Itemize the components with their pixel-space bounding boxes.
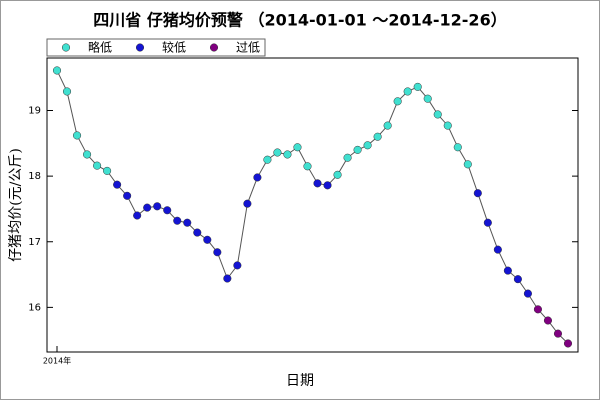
point bbox=[253, 173, 262, 182]
y-tick-label: 17 bbox=[28, 237, 41, 248]
plot-area bbox=[46, 57, 579, 353]
point bbox=[543, 316, 553, 325]
point bbox=[263, 155, 272, 164]
x-axis-label: 日期 bbox=[286, 373, 314, 389]
point bbox=[243, 199, 252, 208]
point bbox=[343, 153, 352, 162]
price-line bbox=[56, 70, 569, 344]
point bbox=[433, 110, 442, 119]
point bbox=[123, 191, 132, 200]
y-axis-label: 仔猪均价(元/公斤) bbox=[8, 148, 24, 262]
legend-label: 较低 bbox=[162, 40, 186, 55]
point bbox=[563, 339, 573, 348]
point bbox=[383, 121, 392, 130]
point bbox=[333, 170, 342, 179]
point bbox=[393, 97, 402, 106]
point bbox=[373, 132, 382, 141]
legend-label: 过低 bbox=[236, 41, 260, 55]
point bbox=[523, 289, 532, 298]
point bbox=[213, 248, 222, 257]
point bbox=[463, 160, 472, 169]
point bbox=[303, 162, 312, 171]
point bbox=[163, 206, 172, 215]
y-tick-label: 18 bbox=[28, 171, 41, 182]
point bbox=[413, 82, 422, 91]
point bbox=[313, 179, 322, 188]
point bbox=[113, 180, 122, 189]
point bbox=[183, 218, 192, 227]
point bbox=[72, 131, 82, 140]
point bbox=[423, 94, 432, 103]
point bbox=[453, 143, 462, 152]
point bbox=[62, 87, 72, 96]
legend-marker bbox=[61, 43, 71, 52]
point bbox=[503, 266, 512, 275]
legend-marker bbox=[135, 43, 145, 52]
legend-label: 略低 bbox=[88, 40, 112, 55]
point bbox=[223, 274, 232, 283]
point bbox=[493, 245, 502, 254]
point bbox=[323, 181, 332, 190]
point bbox=[443, 121, 452, 130]
point bbox=[483, 218, 492, 227]
point bbox=[233, 261, 242, 270]
point bbox=[403, 87, 412, 96]
point bbox=[513, 275, 522, 284]
x-tick-label: 2014年 bbox=[43, 356, 71, 366]
legend-box bbox=[46, 38, 266, 57]
point bbox=[363, 141, 372, 150]
point bbox=[143, 203, 152, 212]
point bbox=[203, 235, 212, 244]
point bbox=[473, 189, 482, 198]
point bbox=[533, 305, 542, 314]
point bbox=[193, 228, 202, 237]
point bbox=[273, 148, 282, 157]
y-tick-label: 19 bbox=[28, 106, 41, 117]
point bbox=[83, 150, 92, 159]
point bbox=[173, 216, 182, 225]
point bbox=[553, 329, 563, 338]
legend-marker bbox=[209, 43, 219, 52]
point bbox=[353, 145, 362, 154]
chart-title: 四川省 仔猪均价预警 （2014-01-01 ～2014-12-26） bbox=[93, 11, 506, 30]
point bbox=[293, 143, 302, 152]
y-tick-label: 16 bbox=[28, 302, 41, 313]
point bbox=[52, 66, 62, 75]
point bbox=[103, 166, 112, 175]
point bbox=[153, 202, 162, 211]
point bbox=[93, 161, 102, 170]
point bbox=[133, 211, 142, 220]
point bbox=[283, 150, 292, 159]
